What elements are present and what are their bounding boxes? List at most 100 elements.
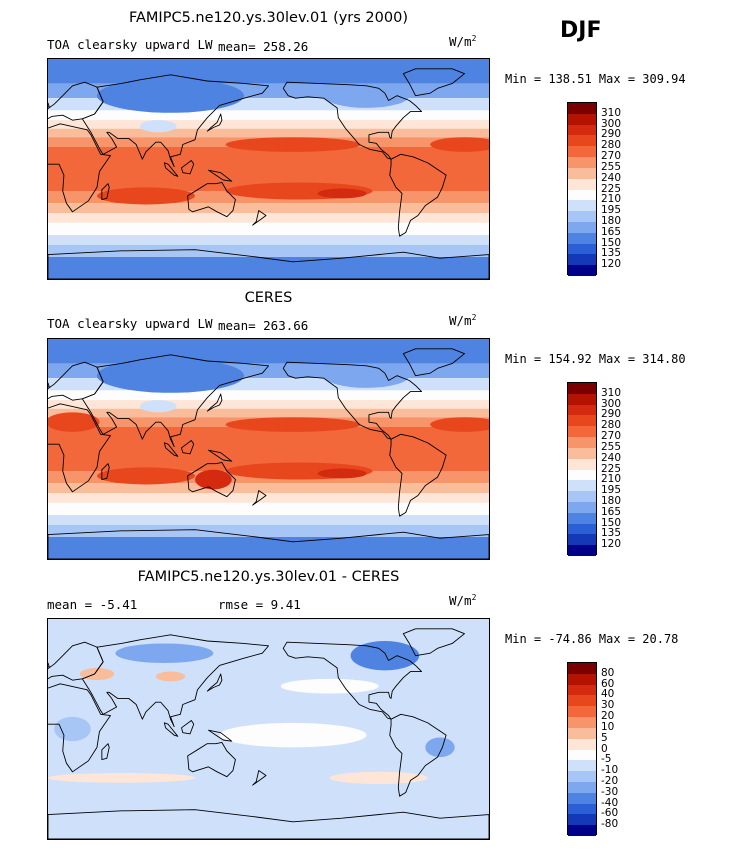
colorbar-swatch <box>568 534 596 546</box>
coastline-south-america <box>389 433 447 517</box>
colorbar-tick-label: 135 <box>601 247 622 260</box>
panel-1-mean-label: mean= 258.26 <box>218 39 309 54</box>
panel-1-colorbar <box>567 102 597 276</box>
panel-2-colorbar <box>567 382 597 556</box>
panel-3-title: FAMIPC5.ne120.ys.30lev.01 - CERES <box>137 569 400 585</box>
panel-2-units: W/m2 <box>449 313 477 329</box>
coastline-borneo <box>181 160 195 175</box>
colorbar-tick-label: 10 <box>601 720 615 733</box>
colorbar-tick-label: 310 <box>601 386 622 399</box>
colorbar-swatch <box>568 167 596 179</box>
colorbar-tick-label: 30 <box>601 699 615 712</box>
colorbar-swatch <box>568 243 596 255</box>
band-south-36 <box>48 203 489 214</box>
coastline-borneo <box>181 440 195 455</box>
panel-1-title: FAMIPC5.ne120.ys.30lev.01 (yrs 2000) <box>128 10 408 26</box>
tibet-cold <box>139 400 177 413</box>
colorbar-tick-label: 20 <box>601 710 615 723</box>
colorbar-swatch <box>568 545 596 556</box>
coastline-japan <box>206 393 223 412</box>
colorbar-swatch <box>568 146 596 158</box>
npacific-neutral <box>280 678 379 694</box>
colorbar-tick-label: 290 <box>601 408 622 421</box>
colorbar-tick-label: -30 <box>601 785 619 798</box>
panel-1-variable-label: TOA clearsky upward LW <box>47 37 213 52</box>
colorbar-tick-label: 270 <box>601 430 622 443</box>
colorbar-tick-label: 165 <box>601 505 622 518</box>
se-pacific-peak <box>317 468 367 479</box>
mongolia-positive <box>155 671 186 682</box>
colorbar-tick-label: 280 <box>601 139 622 152</box>
panel-3-minmax: Min = -74.86 Max = 20.78 <box>505 632 679 646</box>
band-north-33 <box>48 120 489 129</box>
colorbar-swatch <box>568 200 596 212</box>
band-south-62 <box>48 235 489 245</box>
colorbar-tick-label: -5 <box>601 753 612 766</box>
panel-3-rmse-label: rmse = 9.41 <box>218 597 301 612</box>
canada-cold <box>323 83 410 108</box>
coastline-greenland <box>402 348 465 377</box>
australia-warm <box>195 469 232 490</box>
colorbar-tick-label: 240 <box>601 171 622 184</box>
colorbar-swatch <box>568 232 596 244</box>
colorbar-tick-label: 280 <box>601 419 622 432</box>
panel-3-mean-label: mean = -5.41 <box>47 597 138 612</box>
nh-pacific-max <box>225 137 361 152</box>
colorbar-swatch <box>568 113 596 125</box>
panel-2-minmax: Min = 154.92 Max = 314.80 <box>505 352 686 366</box>
season-label: DJF <box>560 18 602 43</box>
colorbar-swatch <box>568 771 596 782</box>
sahara-warm <box>48 412 100 432</box>
sh-indian-max <box>97 187 195 205</box>
coastline-africa <box>48 683 111 773</box>
colorbar-swatch <box>568 124 596 136</box>
coastline-new-zealand <box>252 490 267 506</box>
panel-1-map-svg <box>48 59 489 279</box>
colorbar-swatch <box>568 491 596 502</box>
colorbar-swatch <box>568 265 596 276</box>
coastline-greenland <box>402 628 465 657</box>
colorbar-swatch <box>568 426 596 438</box>
band-polar-south <box>48 537 489 559</box>
coastline-antarctica-edge <box>48 809 489 839</box>
south-indian-positive <box>48 773 195 783</box>
colorbar-swatch <box>568 663 596 674</box>
colorbar-tick-label: 255 <box>601 160 622 173</box>
panel-2-mean-label: mean= 263.66 <box>218 318 309 333</box>
band-south-72 <box>48 244 489 257</box>
colorbar-tick-label: 240 <box>601 451 622 464</box>
siberia-negative <box>115 643 214 663</box>
colorbar-swatch <box>568 717 596 728</box>
colorbar-tick-label: -10 <box>601 764 619 777</box>
colorbar-tick-label: 40 <box>601 688 615 701</box>
colorbar-tick-label: 150 <box>601 516 622 529</box>
colorbar-tick-label: 270 <box>601 150 622 163</box>
colorbar-swatch <box>568 458 596 470</box>
coastline-australia <box>187 182 236 218</box>
colorbar-tick-label: 210 <box>601 193 622 206</box>
coastline-uk <box>48 102 50 108</box>
coastline-new-zealand <box>252 210 267 226</box>
band-north-26 <box>48 128 489 138</box>
colorbar-tick-label: 290 <box>601 128 622 141</box>
coastline-africa <box>48 123 111 213</box>
se-pacific-peak <box>317 188 367 199</box>
coastline-asia <box>81 634 269 727</box>
colorbar-tick-label: -60 <box>601 807 619 820</box>
colorbar-tick-label: 150 <box>601 236 622 249</box>
coastline-madagascar <box>101 463 110 480</box>
coastline-new-guinea <box>208 729 233 742</box>
colorbar-tick-label: 210 <box>601 473 622 486</box>
colorbar-swatch <box>568 792 596 804</box>
colorbar-tick-label: 120 <box>601 258 622 271</box>
colorbar-swatch <box>568 178 596 190</box>
band-south-54 <box>48 502 489 515</box>
spacific-positive <box>329 771 428 784</box>
canada-cold <box>323 363 410 388</box>
coastline-north-america <box>282 81 423 160</box>
coastline-north-america <box>282 641 423 720</box>
coastline-madagascar <box>101 743 110 760</box>
panel-1-units: W/m2 <box>449 34 477 50</box>
band-south-36 <box>48 483 489 493</box>
colorbar-swatch <box>568 447 596 459</box>
